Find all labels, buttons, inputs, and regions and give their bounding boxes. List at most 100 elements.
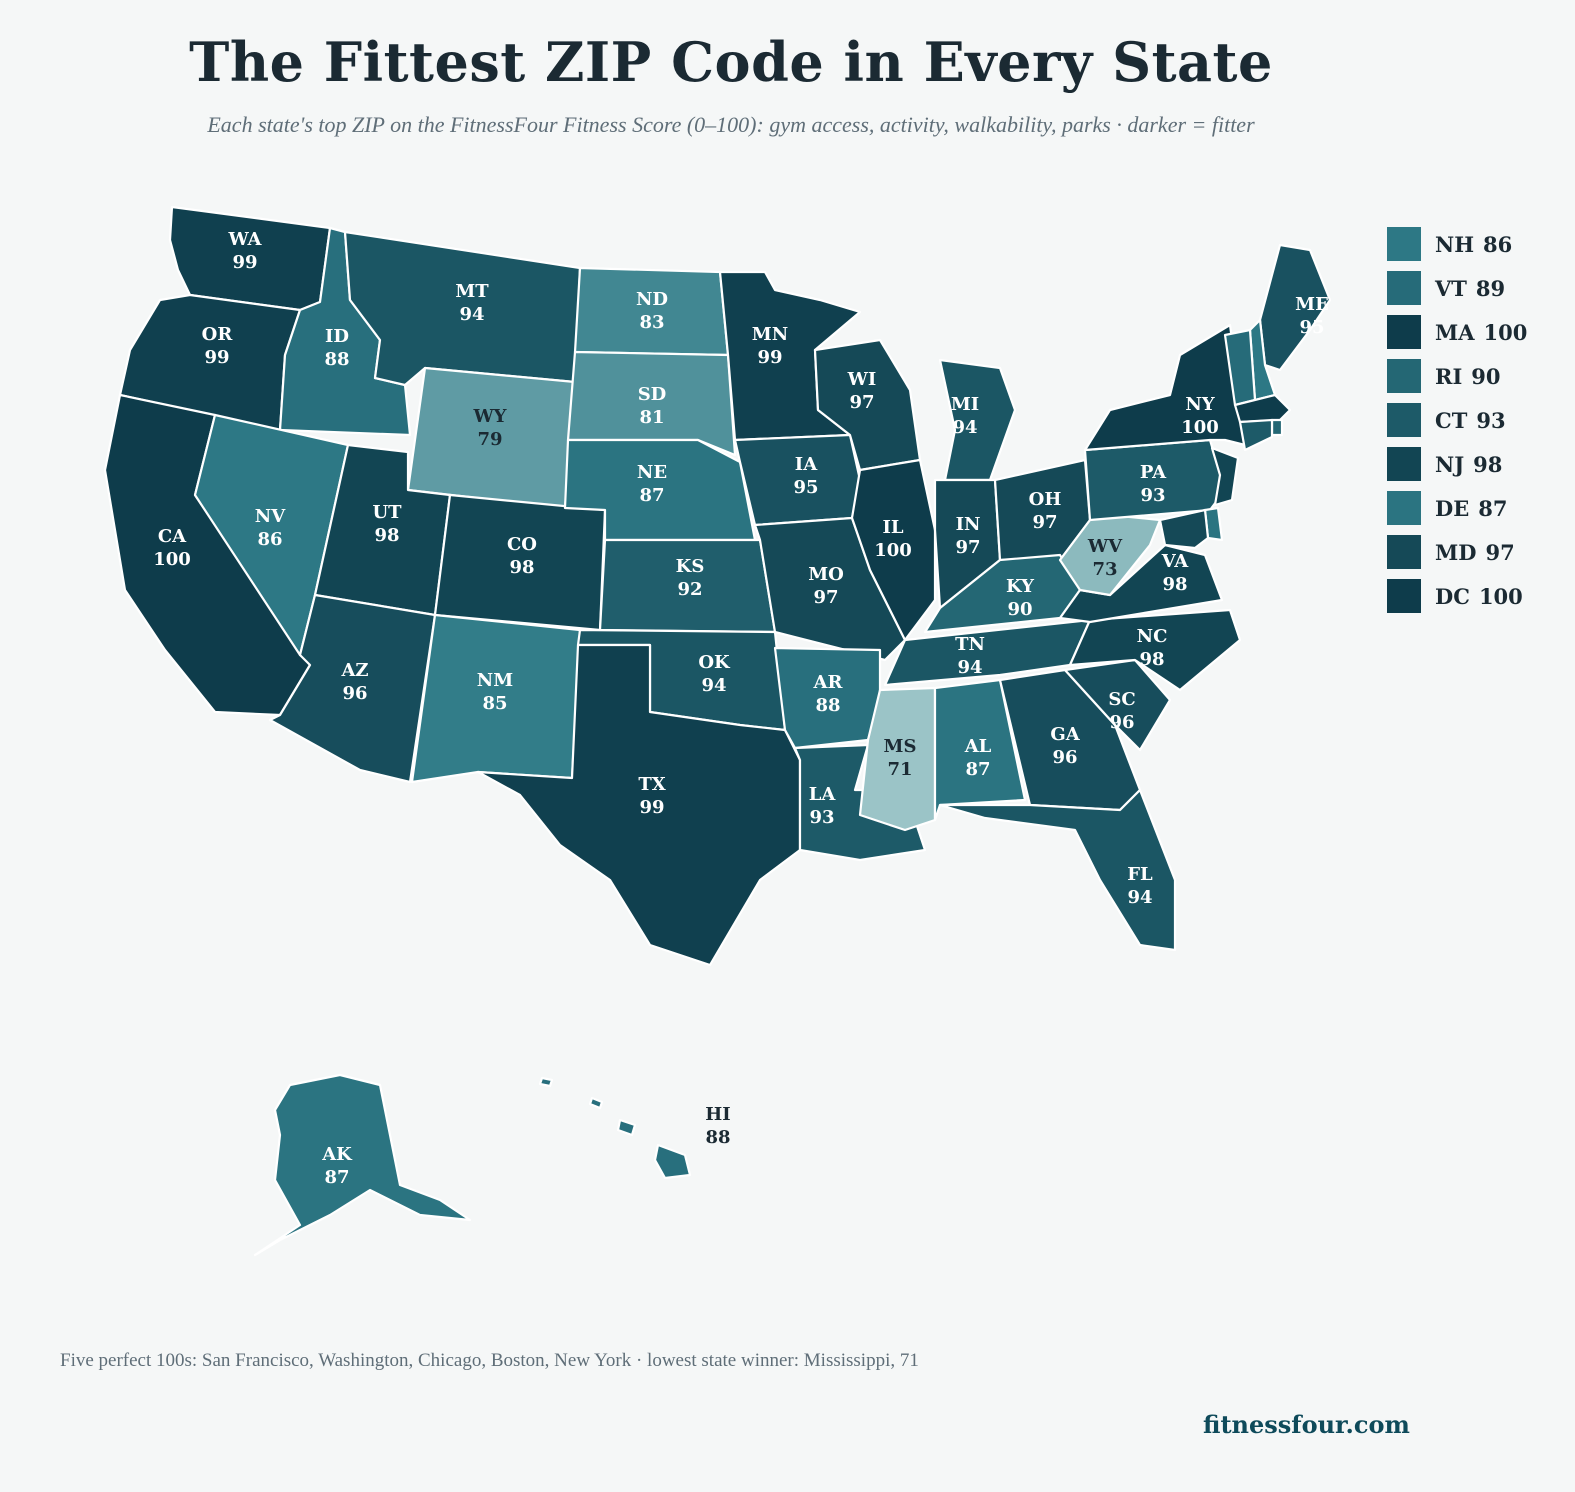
state-label-pa: PA — [1140, 462, 1167, 483]
state-score-co: 98 — [509, 557, 534, 578]
state-sd[interactable] — [566, 350, 737, 457]
state-score-mn: 99 — [757, 347, 782, 368]
state-il[interactable] — [850, 458, 937, 642]
state-ny[interactable] — [1083, 323, 1247, 452]
state-label-la: LA — [809, 784, 837, 805]
state-label-tx: TX — [638, 774, 665, 795]
state-label-or: OR — [202, 324, 234, 345]
state-score-in: 97 — [955, 537, 980, 558]
state-score-ks: 92 — [677, 579, 702, 600]
state-score-hi: 88 — [705, 1127, 730, 1148]
state-score-ia: 95 — [793, 477, 818, 498]
state-score-nc: 98 — [1139, 649, 1164, 670]
legend-score: 89 — [1475, 275, 1506, 301]
state-label-ak: AK — [321, 1144, 353, 1165]
state-label-mo: MO — [808, 564, 844, 585]
state-score-sd: 81 — [639, 407, 664, 428]
state-label-mt: MT — [455, 281, 489, 302]
state-label-ny: NY — [1185, 394, 1215, 415]
legend-state: NJ — [1435, 451, 1465, 477]
state-score-ok: 94 — [701, 675, 726, 696]
state-score-mt: 94 — [459, 304, 484, 325]
small-states-legend: NH 86 VT 89 MA 100 RI 90 CT 93 NJ 98 DE 87 MD 97 DC 100 — [1387, 222, 1567, 618]
state-score-me: 95 — [1299, 317, 1324, 338]
state-label-sc: SC — [1108, 689, 1135, 710]
state-va[interactable] — [1058, 543, 1224, 624]
state-score-ky: 90 — [1007, 599, 1032, 620]
state-ri[interactable] — [1270, 418, 1284, 437]
state-score-ms: 71 — [887, 759, 912, 780]
state-ct[interactable] — [1238, 418, 1274, 452]
state-label-wa: WA — [227, 229, 262, 250]
state-fl[interactable] — [938, 788, 1177, 952]
brand-link[interactable]: fitnessfour.com — [1203, 1410, 1410, 1439]
state-tn[interactable] — [883, 618, 1092, 687]
footnote: Five perfect 100s: San Francisco, Washin… — [60, 1350, 919, 1371]
legend-item-nj: NJ 98 — [1387, 442, 1567, 486]
state-label-ok: OK — [698, 652, 731, 673]
state-score-fl: 94 — [1127, 887, 1152, 908]
state-label-mn: MN — [752, 324, 788, 345]
state-score-or: 99 — [204, 347, 229, 368]
legend-score: 86 — [1483, 231, 1513, 257]
chart-title: The Fittest ZIP Code in Every State — [189, 30, 1273, 94]
state-hi[interactable] — [538, 1076, 692, 1180]
legend-score: 93 — [1476, 407, 1506, 433]
state-label-hi: HI — [705, 1104, 730, 1125]
state-ma[interactable] — [1233, 393, 1292, 424]
state-label-oh: OH — [1029, 489, 1062, 510]
state-label-sd: SD — [638, 384, 667, 405]
legend-item-ri: RI 90 — [1387, 354, 1567, 398]
legend-score: 90 — [1471, 363, 1501, 389]
state-score-al: 87 — [965, 759, 990, 780]
state-label-ne: NE — [637, 462, 667, 483]
legend-score: 100 — [1483, 319, 1528, 345]
legend-swatch — [1387, 227, 1421, 261]
legend-swatch — [1387, 359, 1421, 393]
legend-state: VT — [1435, 275, 1467, 301]
state-ak[interactable] — [253, 1073, 472, 1257]
state-tx[interactable] — [476, 643, 802, 967]
state-nj[interactable] — [1210, 446, 1240, 507]
state-score-tn: 94 — [957, 657, 982, 678]
state-label-mi: MI — [951, 394, 979, 415]
legend-state: MA — [1435, 319, 1475, 345]
state-me[interactable] — [1258, 243, 1332, 372]
state-label-id: ID — [325, 326, 349, 347]
state-score-az: 96 — [342, 683, 367, 704]
legend-swatch — [1387, 491, 1421, 525]
state-score-id: 88 — [324, 349, 349, 370]
legend-swatch — [1387, 447, 1421, 481]
legend-score: 100 — [1478, 583, 1523, 609]
legend-swatch — [1387, 403, 1421, 437]
state-score-mo: 97 — [813, 587, 838, 608]
state-score-tx: 99 — [639, 797, 664, 818]
state-score-la: 93 — [809, 807, 834, 828]
state-label-tn: TN — [955, 634, 985, 655]
state-label-ms: MS — [884, 736, 917, 757]
state-label-nd: ND — [636, 289, 668, 310]
state-label-me: ME — [1295, 294, 1329, 315]
state-score-wa: 99 — [232, 252, 257, 273]
legend-state: MD — [1435, 539, 1477, 565]
state-la[interactable] — [793, 743, 927, 862]
state-score-ut: 98 — [374, 525, 399, 546]
state-al[interactable] — [933, 678, 1027, 822]
state-score-ga: 96 — [1052, 747, 1077, 768]
state-score-ne: 87 — [639, 485, 664, 506]
state-label-wi: WI — [847, 369, 877, 390]
state-score-va: 98 — [1162, 574, 1187, 595]
state-label-in: IN — [956, 514, 981, 535]
legend-swatch — [1387, 579, 1421, 613]
state-label-az: AZ — [340, 660, 368, 681]
state-label-il: IL — [882, 517, 903, 538]
state-score-pa: 93 — [1140, 485, 1165, 506]
state-label-co: CO — [507, 534, 537, 555]
state-score-ak: 87 — [324, 1167, 349, 1188]
state-label-ky: KY — [1006, 576, 1035, 597]
state-md[interactable] — [1158, 508, 1210, 550]
state-label-ut: UT — [372, 502, 402, 523]
state-label-nm: NM — [477, 670, 513, 691]
state-label-fl: FL — [1127, 864, 1153, 885]
